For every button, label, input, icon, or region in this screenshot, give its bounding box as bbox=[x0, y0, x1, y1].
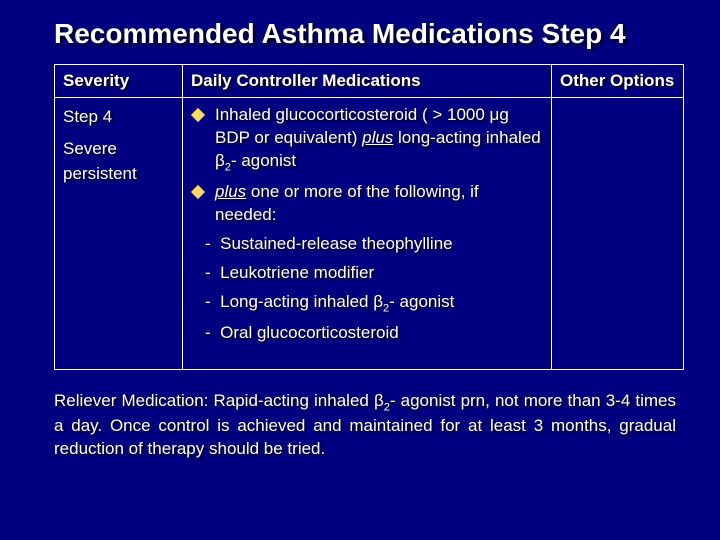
text-plus: plus bbox=[215, 182, 246, 201]
bullet-text: Inhaled glucocorticosteroid ( > 1000 μg … bbox=[215, 104, 543, 175]
dash-item: - Long-acting inhaled β2- agonist bbox=[205, 291, 543, 316]
footer-text: Reliever Medication: Rapid-acting inhale… bbox=[54, 390, 684, 461]
text-fragment: Reliever Medication: Rapid-acting inhale… bbox=[54, 391, 384, 410]
cell-options bbox=[552, 98, 684, 370]
dash-item: - Leukotriene modifier bbox=[205, 262, 543, 285]
header-medications: Daily Controller Medications bbox=[183, 65, 552, 98]
table-row: Step 4 Severe persistent Inhaled glucoco… bbox=[55, 98, 684, 370]
severity-label: Severe persistent bbox=[63, 139, 137, 184]
dash-text: - agonist bbox=[389, 292, 454, 311]
cell-severity: Step 4 Severe persistent bbox=[55, 98, 183, 370]
slide: Recommended Asthma Medications Step 4 Se… bbox=[0, 0, 720, 540]
bullet-text: plus one or more of the following, if ne… bbox=[215, 181, 543, 227]
diamond-icon bbox=[191, 108, 205, 122]
dash-text: Sustained-release theophylline bbox=[220, 234, 453, 253]
dash-text: Leukotriene modifier bbox=[220, 263, 374, 282]
dash-item: - Oral glucocorticosteroid bbox=[205, 322, 543, 345]
dash-text: Oral glucocorticosteroid bbox=[220, 323, 399, 342]
medications-table: Severity Daily Controller Medications Ot… bbox=[54, 64, 684, 370]
diamond-icon bbox=[191, 185, 205, 199]
text-fragment: one or more of the following, if needed: bbox=[215, 182, 479, 224]
dash-item: - Sustained-release theophylline bbox=[205, 233, 543, 256]
text-fragment: - agonist bbox=[231, 151, 296, 170]
slide-title: Recommended Asthma Medications Step 4 bbox=[54, 18, 684, 50]
bullet-item: plus one or more of the following, if ne… bbox=[191, 181, 543, 227]
text-plus: plus bbox=[362, 128, 393, 147]
header-severity: Severity bbox=[55, 65, 183, 98]
dash-text: Long-acting inhaled β bbox=[220, 292, 383, 311]
header-options: Other Options bbox=[552, 65, 684, 98]
severity-step: Step 4 bbox=[63, 104, 174, 130]
bullet-item: Inhaled glucocorticosteroid ( > 1000 μg … bbox=[191, 104, 543, 175]
table-header-row: Severity Daily Controller Medications Ot… bbox=[55, 65, 684, 98]
cell-medications: Inhaled glucocorticosteroid ( > 1000 μg … bbox=[183, 98, 552, 370]
